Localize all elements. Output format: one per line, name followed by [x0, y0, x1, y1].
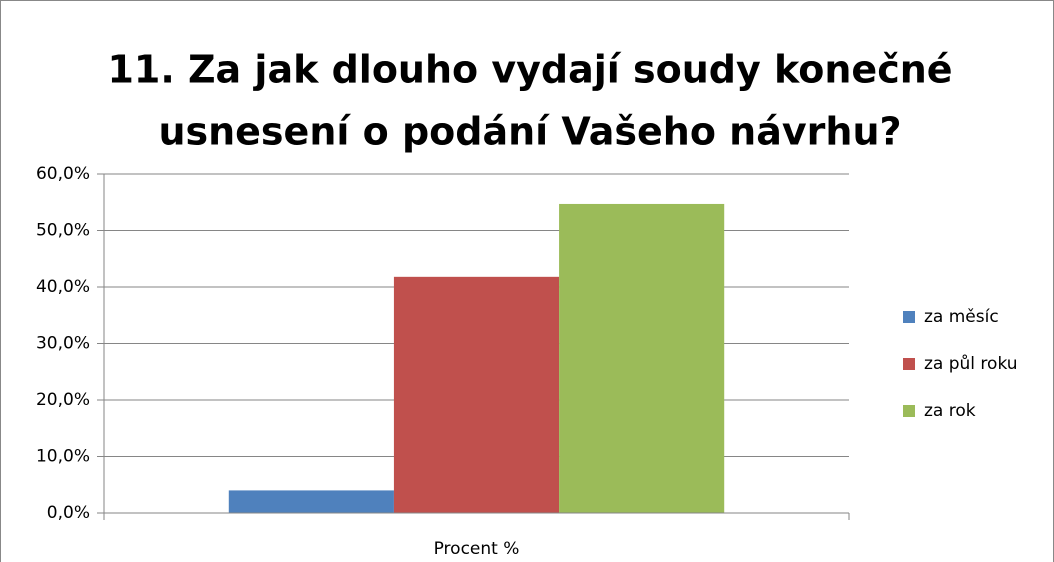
legend-label: za rok	[924, 401, 976, 421]
bar	[393, 276, 560, 513]
legend-label: za půl roku	[924, 354, 1018, 374]
y-tick-label: 50,0%	[36, 221, 90, 241]
x-tick-label: Procent %	[434, 539, 520, 559]
y-tick-label: 60,0%	[36, 164, 90, 184]
legend-swatch	[903, 405, 915, 417]
y-tick-label: 10,0%	[36, 447, 90, 467]
bar	[559, 203, 725, 513]
y-tick-label: 0,0%	[47, 503, 90, 523]
bar	[228, 490, 394, 513]
chart-title: usnesení o podání Vašeho návrhu?	[158, 110, 901, 154]
y-tick-label: 20,0%	[36, 390, 90, 410]
y-tick-label: 30,0%	[36, 334, 90, 354]
legend-swatch	[903, 311, 915, 323]
chart-title: 11. Za jak dlouho vydají soudy konečné	[107, 48, 952, 92]
legend-label: za měsíc	[924, 307, 999, 327]
y-tick-label: 40,0%	[36, 277, 90, 297]
legend-swatch	[903, 358, 915, 370]
